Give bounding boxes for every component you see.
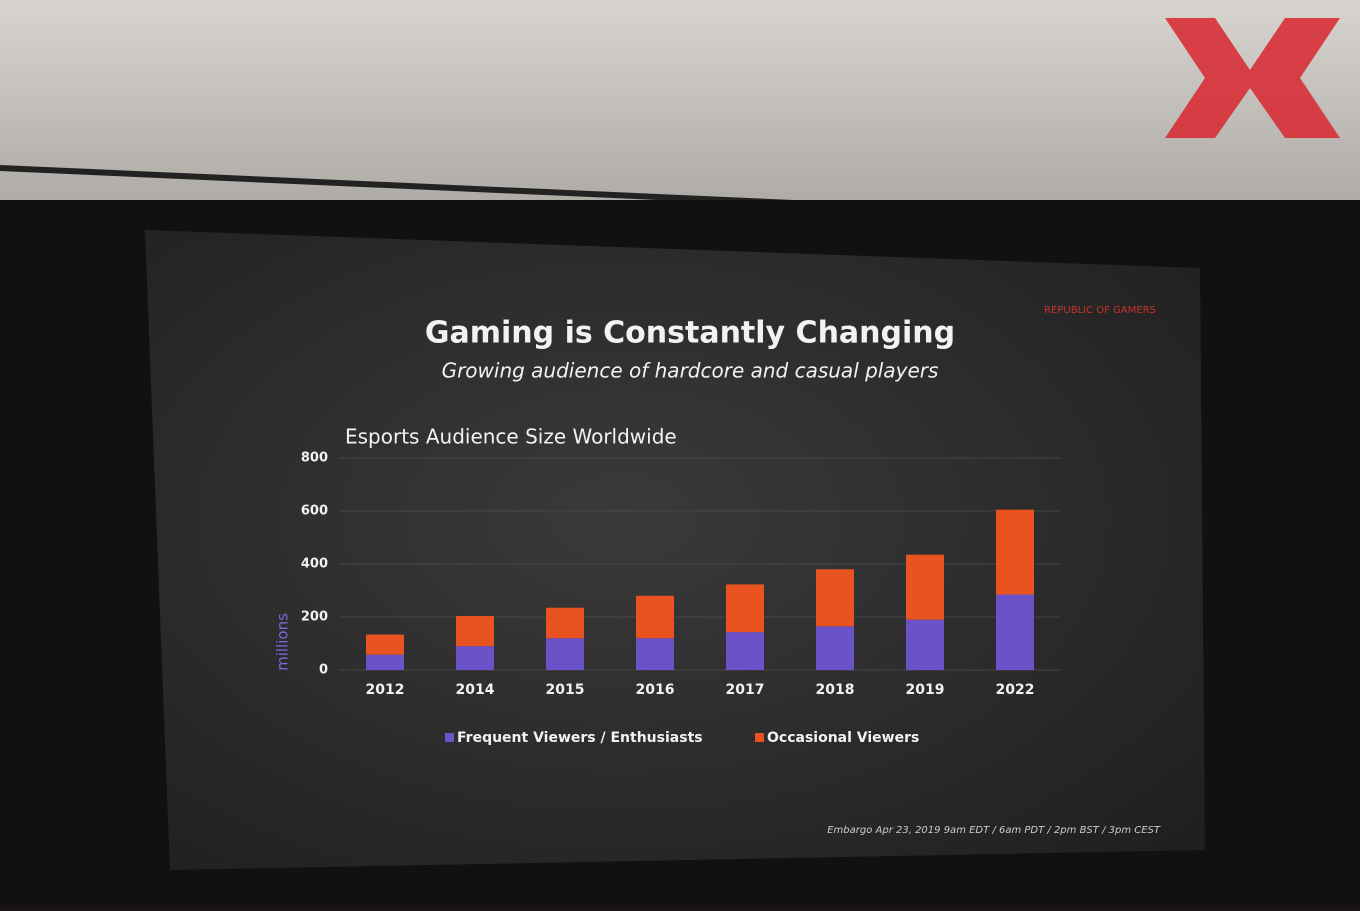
legend-swatch	[755, 733, 764, 742]
watermark	[1165, 18, 1340, 138]
x-tick-label: 2015	[546, 682, 585, 698]
y-tick-label: 400	[301, 557, 328, 572]
bar-segment	[996, 509, 1034, 595]
bar-segment	[366, 654, 404, 670]
legend-swatch	[445, 733, 454, 742]
y-tick-label: 800	[301, 451, 328, 466]
x-tick-label: 2012	[366, 682, 405, 698]
x-tick-label: 2019	[906, 682, 945, 698]
bar-segment	[906, 554, 944, 620]
y-tick-label: 600	[301, 504, 328, 519]
x-tick-label: 2018	[816, 682, 855, 698]
plot: 0 200 400 600 800 2012 2014 2015 2016 2017 2018 201…	[301, 451, 1060, 746]
bar-segment	[636, 595, 674, 639]
bar-segment	[726, 584, 764, 633]
chart-title: Esports Audience Size Worldwide	[345, 425, 677, 449]
bar-segment	[636, 638, 674, 670]
slide-subtitle: Growing audience of hardcore and casual …	[442, 359, 939, 383]
bar-segment	[816, 569, 854, 627]
bar-segment	[546, 638, 584, 670]
bar-segment	[906, 619, 944, 670]
legend-label: Occasional Viewers	[767, 730, 919, 746]
logo: REPUBLIC OF GAMERS	[1044, 305, 1156, 316]
y-tick-label: 200	[301, 610, 328, 625]
slide-title: Gaming is Constantly Changing	[425, 316, 955, 351]
ceiling	[0, 0, 1360, 230]
legend-label: Frequent Viewers / Enthusiasts	[457, 730, 703, 746]
x-tick-label: 2014	[456, 682, 495, 698]
footnote: Embargo Apr 23, 2019 9am EDT / 6am PDT /…	[827, 825, 1161, 836]
screen	[145, 230, 1205, 870]
x-tick-label: 2017	[726, 682, 765, 698]
y-tick-label: 0	[319, 663, 328, 678]
bar-segment	[996, 594, 1034, 670]
bar-segment	[456, 615, 494, 647]
bar-segment	[546, 607, 584, 639]
bar-segment	[456, 646, 494, 670]
y-axis-label: millions	[274, 613, 292, 671]
bar-segment	[366, 634, 404, 655]
bar-segment	[816, 626, 854, 670]
x-tick-label: 2016	[636, 682, 675, 698]
x-tick-label: 2022	[996, 682, 1035, 698]
bar-segment	[726, 632, 764, 670]
